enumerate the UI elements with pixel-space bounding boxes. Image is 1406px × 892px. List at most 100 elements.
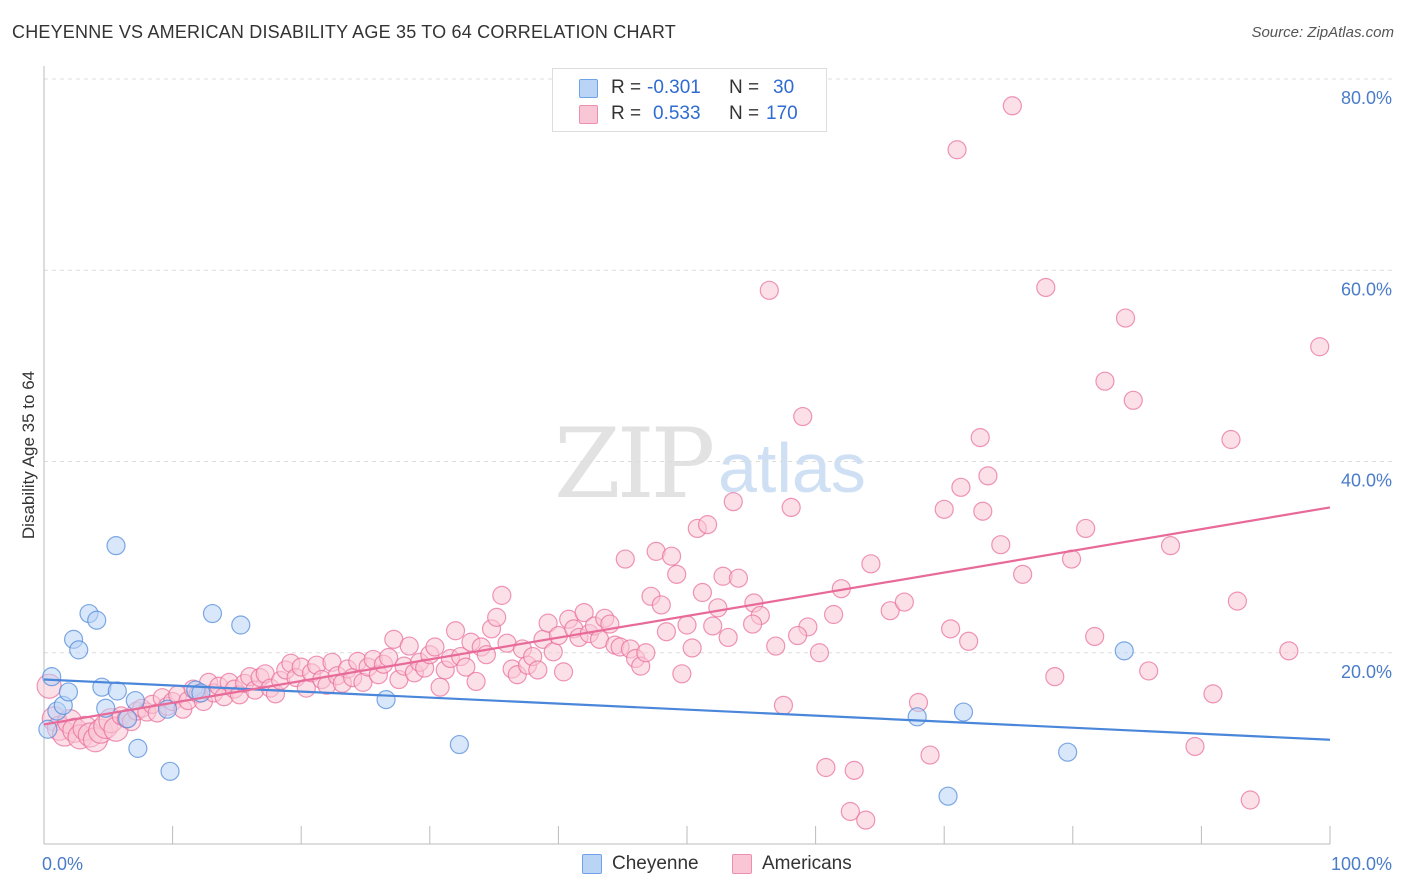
point-americans — [766, 636, 786, 656]
point-cheyenne — [58, 682, 79, 702]
point-americans — [697, 515, 718, 535]
point-americans — [1002, 96, 1022, 116]
legend-r-value: 0.533 — [653, 103, 701, 124]
point-americans — [656, 622, 677, 642]
point-americans — [672, 664, 692, 684]
point-americans — [824, 604, 844, 625]
point-americans — [959, 631, 979, 651]
point-americans — [844, 760, 864, 780]
point-americans — [677, 615, 697, 635]
point-americans — [759, 280, 779, 300]
point-americans — [574, 602, 594, 623]
point-americans — [787, 625, 808, 646]
point-americans — [970, 427, 990, 448]
point-americans — [1076, 518, 1096, 539]
point-americans — [1115, 308, 1136, 328]
point-americans — [718, 627, 738, 648]
legend-row-cheyenne: R = -0.301 N = 30 — [553, 75, 826, 101]
point-americans — [742, 614, 763, 634]
point-americans — [445, 621, 466, 641]
point-americans — [978, 466, 998, 486]
watermark-zip: ZIP — [554, 408, 715, 520]
point-cheyenne — [128, 738, 148, 758]
source-label: Source: ZipAtlas.com — [1251, 24, 1394, 41]
point-cheyenne — [69, 640, 89, 660]
point-americans — [1123, 390, 1143, 410]
point-americans — [636, 643, 656, 663]
point-americans — [1310, 337, 1330, 357]
point-americans — [708, 598, 728, 618]
point-americans — [951, 477, 971, 497]
point-americans — [880, 601, 900, 621]
point-americans — [682, 638, 702, 658]
point-americans — [651, 595, 671, 615]
point-americans — [528, 660, 548, 680]
axes — [43, 66, 1331, 845]
point-americans — [856, 810, 876, 830]
point-cheyenne — [907, 707, 927, 727]
point-americans — [430, 677, 450, 697]
trend-line-cheyenne — [43, 678, 1331, 741]
point-americans — [1139, 661, 1159, 681]
point-cheyenne — [231, 615, 251, 635]
point-americans — [941, 619, 961, 639]
point-americans — [1227, 591, 1248, 611]
point-americans — [1085, 626, 1105, 647]
point-americans — [667, 564, 687, 584]
point-americans — [1203, 684, 1223, 704]
point-americans — [615, 549, 635, 569]
x-tick-label: 100.0% — [1331, 854, 1392, 874]
point-cheyenne — [106, 536, 126, 556]
y-tick-label: 80.0% — [1341, 88, 1392, 108]
point-americans — [487, 607, 507, 627]
y-tick-label: 20.0% — [1341, 662, 1392, 682]
point-cheyenne — [376, 690, 396, 710]
legend-n-label: N = — [729, 77, 760, 98]
point-americans — [947, 140, 967, 160]
point-americans — [781, 497, 801, 517]
point-americans — [793, 406, 813, 427]
point-americans — [661, 546, 682, 566]
x-tick-label: 0.0% — [42, 854, 83, 874]
point-americans — [1095, 371, 1115, 391]
point-americans — [1185, 736, 1205, 757]
legend-swatch-americans — [579, 105, 598, 124]
point-americans — [1221, 429, 1241, 450]
legend-swatch-cheyenne — [579, 79, 598, 98]
point-americans — [1160, 536, 1181, 556]
point-americans — [1045, 667, 1065, 687]
point-cheyenne — [125, 690, 145, 711]
point-americans — [553, 662, 574, 682]
legend-label-americans: Americans — [762, 853, 852, 874]
point-americans — [840, 801, 860, 822]
point-cheyenne — [42, 667, 62, 687]
point-americans — [466, 671, 486, 692]
point-americans — [456, 657, 476, 677]
point-americans — [692, 582, 713, 603]
point-americans — [1279, 641, 1299, 661]
point-americans — [973, 501, 993, 521]
y-tick-label: 60.0% — [1341, 279, 1392, 299]
point-cheyenne — [449, 734, 469, 755]
point-americans — [728, 568, 749, 588]
grid-lines — [44, 78, 1392, 654]
point-americans — [399, 636, 419, 656]
point-americans — [1036, 277, 1056, 298]
point-cheyenne — [1058, 742, 1078, 762]
point-americans — [816, 757, 836, 778]
point-americans — [934, 499, 954, 519]
legend-n-value: 170 — [766, 103, 798, 124]
data-points — [36, 96, 1330, 830]
point-americans — [703, 616, 723, 636]
stats-legend: R = -0.301 N = 30 R = 0.533 N = 170 — [552, 68, 827, 132]
point-cheyenne — [202, 603, 223, 624]
legend-n-label: N = — [729, 103, 760, 124]
series-legend: Cheyenne Americans — [0, 852, 1406, 878]
point-americans — [861, 554, 881, 574]
point-americans — [543, 642, 563, 662]
legend-r-label: R = — [611, 103, 642, 124]
point-cheyenne — [107, 681, 127, 701]
watermark-atlas: atlas — [718, 429, 866, 507]
point-americans — [1013, 564, 1033, 584]
